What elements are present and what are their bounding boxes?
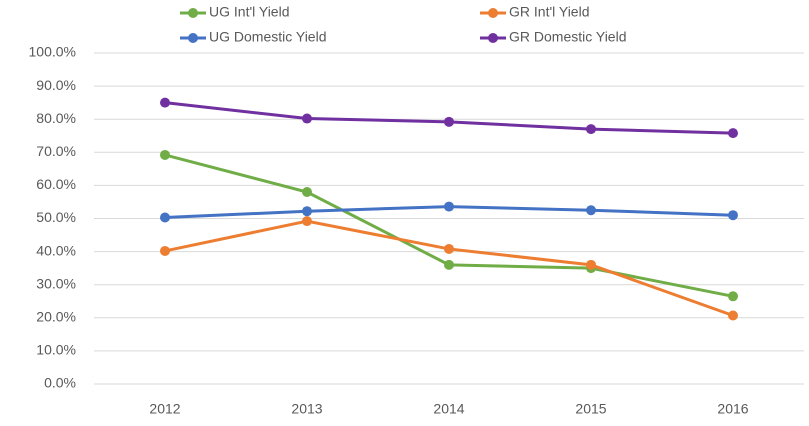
x-tick-label: 2015 [575,401,606,417]
y-tick-label: 10.0% [36,342,76,358]
legend-label: UG Int'l Yield [209,4,290,20]
y-tick-label: 100.0% [29,44,76,60]
y-tick-label: 50.0% [36,209,76,225]
point [302,206,312,217]
y-tick-label: 60.0% [36,176,76,192]
point [160,149,170,160]
x-tick-label: 2014 [433,401,464,417]
legend-label: UG Domestic Yield [209,29,326,45]
y-tick-label: 90.0% [36,77,76,93]
point [586,205,596,216]
point [302,187,312,198]
point [586,124,596,135]
y-tick-label: 0.0% [44,375,76,391]
legend-marker [188,33,198,43]
point [160,97,170,108]
legend-marker [188,8,198,18]
point [444,243,454,254]
point [728,310,738,321]
legend-label: GR Domestic Yield [509,29,626,45]
point [160,245,170,256]
point [160,212,170,223]
point [302,113,312,124]
point [728,291,738,302]
series-line [164,153,734,298]
legend-marker [488,33,498,43]
x-tick-label: 2012 [149,401,180,417]
point [444,116,454,127]
x-tick-label: 2013 [291,401,322,417]
legend-label: GR Int'l Yield [509,4,590,20]
point [728,210,738,221]
y-tick-label: 20.0% [36,309,76,325]
point [586,259,596,270]
x-tick-label: 2016 [717,401,748,417]
point [444,201,454,212]
point [302,216,312,227]
y-tick-label: 30.0% [36,275,76,291]
y-tick-label: 70.0% [36,143,76,159]
point [728,128,738,139]
legend-marker [488,8,498,18]
y-tick-label: 40.0% [36,242,76,258]
point [444,259,454,270]
y-tick-label: 80.0% [36,110,76,126]
